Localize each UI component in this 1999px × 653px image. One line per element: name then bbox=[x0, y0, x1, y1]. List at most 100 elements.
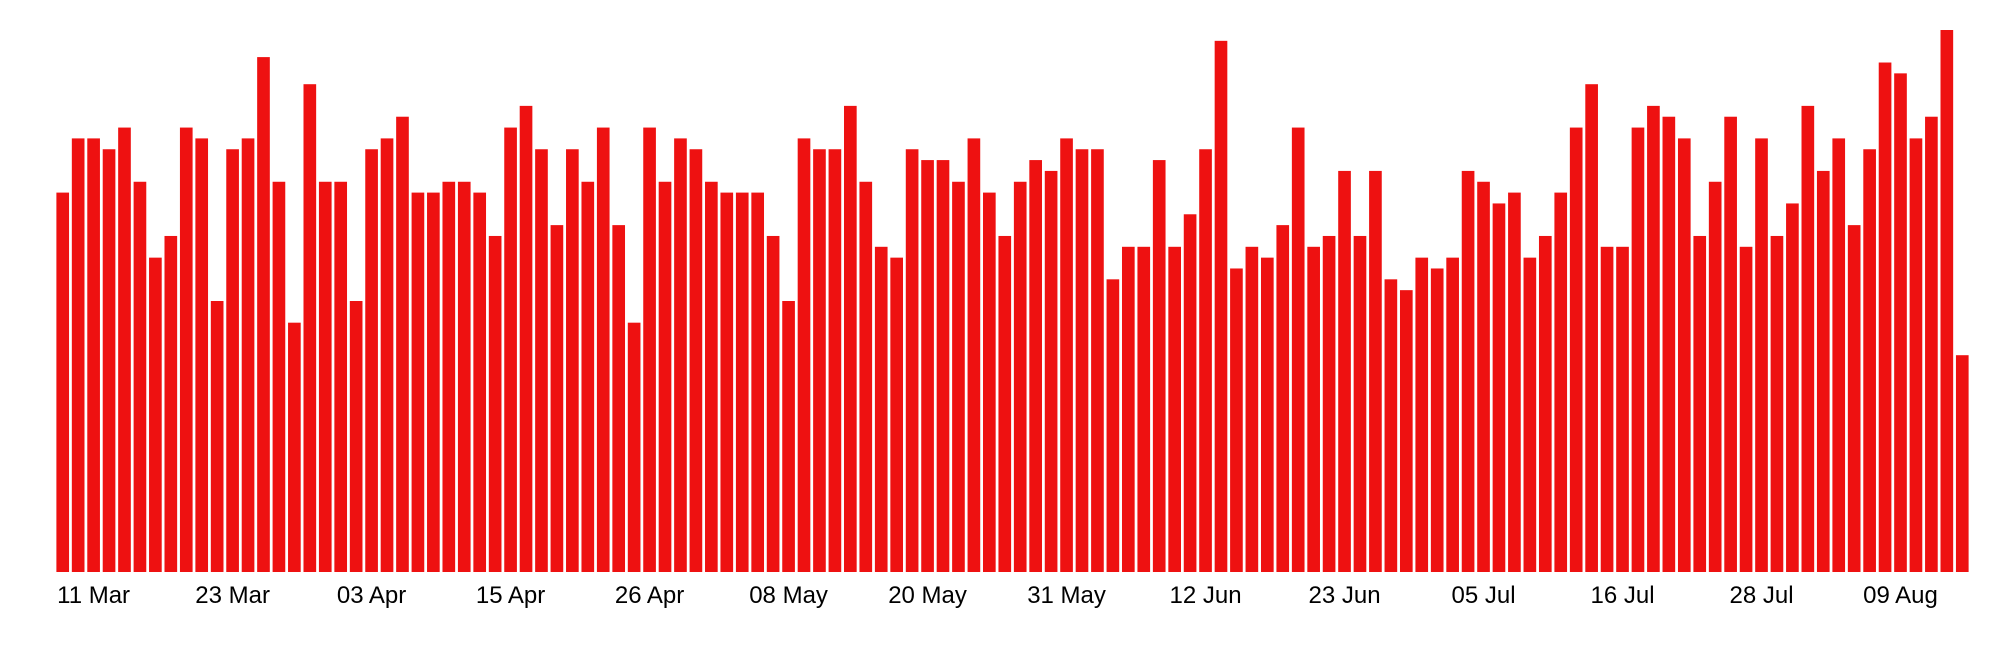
bar bbox=[72, 138, 85, 572]
x-tick-label: 26 Apr bbox=[615, 582, 684, 610]
bar bbox=[1261, 258, 1274, 572]
bar bbox=[1524, 258, 1537, 572]
bar bbox=[551, 225, 564, 572]
bar bbox=[1292, 128, 1305, 572]
bar bbox=[211, 301, 224, 572]
bar bbox=[334, 182, 347, 572]
bar bbox=[1137, 247, 1150, 572]
x-tick-label: 09 Aug bbox=[1863, 582, 1938, 610]
bar bbox=[273, 182, 286, 572]
bar bbox=[906, 149, 919, 572]
bar bbox=[1400, 290, 1413, 572]
bar bbox=[164, 236, 177, 572]
bar bbox=[1091, 149, 1104, 572]
bar bbox=[1385, 279, 1398, 572]
chart-canvas bbox=[0, 0, 1999, 653]
bar bbox=[1740, 247, 1753, 572]
bar bbox=[1570, 128, 1583, 572]
bar bbox=[690, 149, 703, 572]
bar bbox=[983, 193, 996, 572]
x-tick-label: 28 Jul bbox=[1729, 582, 1793, 610]
bar bbox=[56, 193, 69, 572]
bar bbox=[890, 258, 903, 572]
bar bbox=[489, 236, 502, 572]
bar bbox=[458, 182, 471, 572]
x-tick-label: 11 Mar bbox=[57, 582, 130, 610]
bar bbox=[767, 236, 780, 572]
bar bbox=[1199, 149, 1212, 572]
bar bbox=[875, 247, 888, 572]
x-tick-label: 16 Jul bbox=[1590, 582, 1654, 610]
bar-chart: 11 Mar23 Mar03 Apr15 Apr26 Apr08 May20 M… bbox=[0, 0, 1999, 653]
bar bbox=[705, 182, 718, 572]
bar bbox=[257, 57, 270, 572]
bar bbox=[829, 149, 842, 572]
bar bbox=[195, 138, 208, 572]
bar bbox=[937, 160, 950, 572]
x-tick-label: 23 Jun bbox=[1309, 582, 1381, 610]
bar bbox=[1323, 236, 1336, 572]
bar bbox=[628, 323, 641, 572]
bar bbox=[226, 149, 239, 572]
bar bbox=[952, 182, 965, 572]
bar bbox=[998, 236, 1011, 572]
bar bbox=[1802, 106, 1815, 572]
bar bbox=[1107, 279, 1120, 572]
bar bbox=[1848, 225, 1861, 572]
bar bbox=[149, 258, 162, 572]
bar bbox=[381, 138, 394, 572]
bar bbox=[566, 149, 579, 572]
bar bbox=[303, 84, 316, 572]
bar bbox=[1508, 193, 1521, 572]
bar bbox=[720, 193, 733, 572]
bar bbox=[1554, 193, 1567, 572]
bar bbox=[1060, 138, 1073, 572]
bar bbox=[118, 128, 131, 572]
bar bbox=[1771, 236, 1784, 572]
bar bbox=[1786, 203, 1799, 572]
bar bbox=[1369, 171, 1382, 572]
bar bbox=[535, 149, 548, 572]
x-tick-label: 03 Apr bbox=[337, 582, 406, 610]
bar bbox=[1462, 171, 1475, 572]
bar bbox=[1616, 247, 1629, 572]
bar bbox=[844, 106, 857, 572]
bar bbox=[612, 225, 625, 572]
bar bbox=[1307, 247, 1320, 572]
bar bbox=[412, 193, 425, 572]
bar bbox=[1647, 106, 1660, 572]
bar bbox=[1014, 182, 1027, 572]
bar bbox=[597, 128, 610, 572]
bar bbox=[859, 182, 872, 572]
bar bbox=[1168, 247, 1181, 572]
bar bbox=[442, 182, 455, 572]
x-tick-label: 23 Mar bbox=[195, 582, 270, 610]
bar bbox=[736, 193, 749, 572]
bar bbox=[1230, 268, 1243, 572]
bar bbox=[1431, 268, 1444, 572]
bar bbox=[504, 128, 517, 572]
bar bbox=[1585, 84, 1598, 572]
bar bbox=[1863, 149, 1876, 572]
bar bbox=[1755, 138, 1768, 572]
bar bbox=[1184, 214, 1197, 572]
bar bbox=[87, 138, 100, 572]
x-tick-label: 12 Jun bbox=[1170, 582, 1242, 610]
bar bbox=[365, 149, 378, 572]
bar bbox=[921, 160, 934, 572]
bar bbox=[1910, 138, 1923, 572]
bar bbox=[1709, 182, 1722, 572]
x-tick-label: 08 May bbox=[749, 582, 828, 610]
bar bbox=[1493, 203, 1506, 572]
bar bbox=[968, 138, 981, 572]
bar bbox=[1601, 247, 1614, 572]
bar bbox=[1153, 160, 1166, 572]
bar bbox=[1724, 117, 1737, 572]
bar bbox=[581, 182, 594, 572]
bar bbox=[180, 128, 193, 572]
bar bbox=[1276, 225, 1289, 572]
bar bbox=[473, 193, 486, 572]
bar bbox=[319, 182, 332, 572]
bar bbox=[1663, 117, 1676, 572]
x-tick-label: 05 Jul bbox=[1451, 582, 1515, 610]
